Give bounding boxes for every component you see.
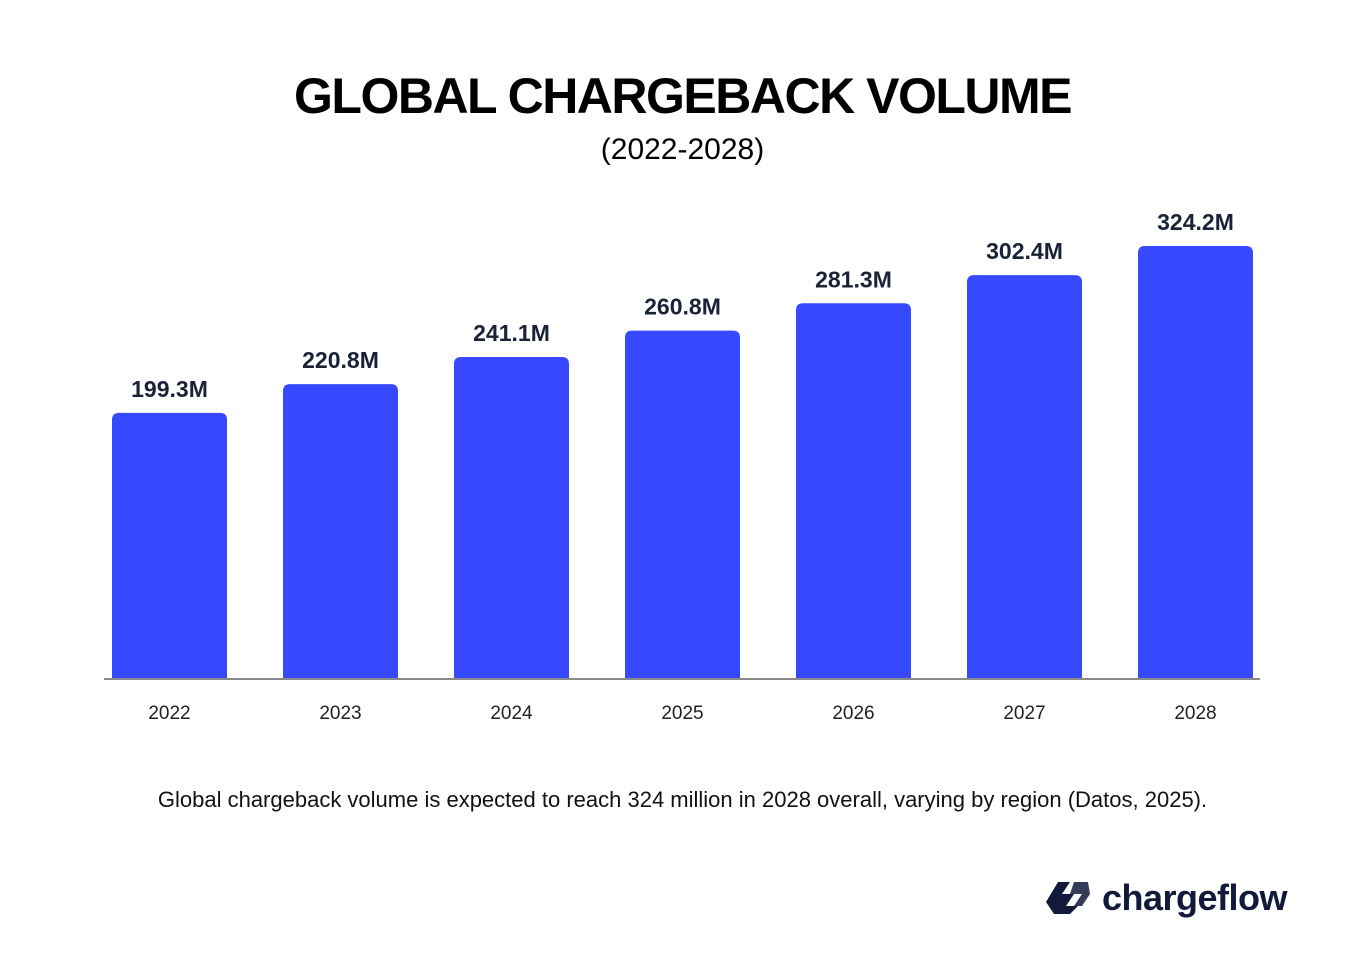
x-tick-label-2026: 2026 [832, 703, 874, 724]
bar-chart: 199.3M 220.8M 241.1M 260.8M 281.3M 302.4M 324.… [104, 209, 1260, 724]
value-label-2024: 241.1M [473, 320, 550, 346]
x-tick-label-2022: 2022 [148, 703, 190, 724]
x-tick-label-2027: 2027 [1003, 703, 1045, 724]
bar-2028 [1138, 246, 1253, 679]
bar-2025 [625, 330, 740, 679]
chart-caption: Global chargeback volume is expected to … [157, 787, 1208, 812]
bars-group [112, 246, 1253, 679]
bar-2026 [796, 303, 911, 679]
brand-name: chargeflow [1102, 877, 1288, 918]
chargeflow-logo-icon [1046, 882, 1090, 914]
x-tick-labels-group: 2022 2023 2024 2025 2026 2027 2028 [148, 703, 1216, 724]
value-label-2028: 324.2M [1157, 209, 1234, 235]
chart-title: GLOBAL CHARGEBACK VOLUME [294, 68, 1072, 124]
x-tick-label-2023: 2023 [319, 703, 361, 724]
x-tick-label-2025: 2025 [661, 703, 703, 724]
bar-2027 [967, 275, 1082, 679]
chargeflow-logo: chargeflow [1044, 876, 1288, 920]
bar-2022 [112, 412, 227, 679]
bar-2023 [283, 384, 398, 679]
bar-2024 [454, 356, 569, 679]
value-label-2023: 220.8M [302, 347, 379, 373]
x-tick-label-2028: 2028 [1174, 703, 1216, 724]
value-label-2025: 260.8M [644, 294, 721, 320]
chart-subtitle: (2022-2028) [600, 133, 765, 166]
value-label-2022: 199.3M [131, 376, 208, 402]
value-label-2027: 302.4M [986, 238, 1063, 264]
x-tick-label-2024: 2024 [490, 703, 533, 724]
value-label-2026: 281.3M [815, 266, 892, 292]
value-labels-group: 199.3M 220.8M 241.1M 260.8M 281.3M 302.4M 324.… [131, 209, 1234, 402]
